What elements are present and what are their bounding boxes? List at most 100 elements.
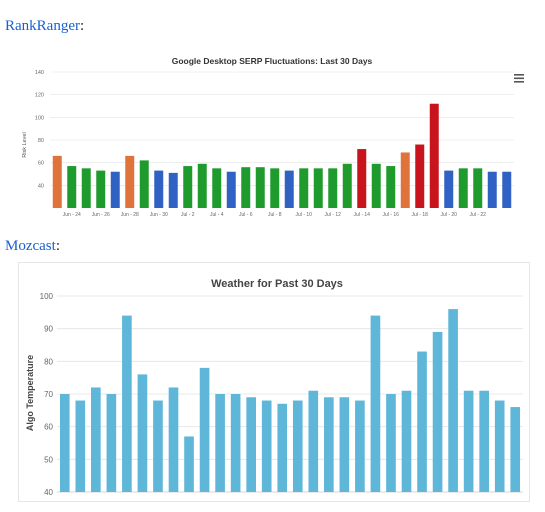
- rankranger-bar[interactable]: [81, 168, 91, 208]
- rankranger-bar[interactable]: [168, 172, 178, 208]
- mozcast-y-tick-label: 40: [44, 488, 53, 497]
- hamburger-menu-icon[interactable]: [514, 74, 524, 83]
- mozcast-bar[interactable]: [59, 394, 70, 492]
- mozcast-chart-title: Weather for Past 30 Days: [211, 278, 343, 290]
- mozcast-bar[interactable]: [479, 390, 489, 492]
- rankranger-bar[interactable]: [226, 171, 236, 208]
- rankranger-chart-title: Google Desktop SERP Fluctuations: Last 3…: [172, 56, 373, 66]
- mozcast-y-tick-label: 100: [40, 292, 54, 301]
- mozcast-bar[interactable]: [199, 367, 210, 492]
- mozcast-y-tick-label: 60: [44, 423, 53, 432]
- rankranger-bar[interactable]: [415, 144, 425, 208]
- rankranger-bar[interactable]: [125, 155, 135, 208]
- mozcast-y-tick-label: 50: [44, 455, 53, 464]
- rankranger-x-tick-label: Jul - 18: [412, 212, 429, 218]
- rankranger-bar[interactable]: [299, 168, 309, 208]
- rankranger-bar[interactable]: [342, 163, 352, 208]
- rankranger-y-tick-label: 140: [35, 70, 44, 76]
- rankranger-colon: :: [79, 18, 85, 34]
- rankranger-bar[interactable]: [429, 103, 439, 208]
- rankranger-bar[interactable]: [241, 167, 251, 208]
- mozcast-bar[interactable]: [401, 390, 412, 492]
- mozcast-bar[interactable]: [230, 394, 241, 492]
- rankranger-x-tick-label: Jun - 24: [63, 212, 81, 218]
- rankranger-bar[interactable]: [502, 171, 512, 208]
- rankranger-bar[interactable]: [386, 166, 396, 208]
- rankranger-bar[interactable]: [67, 166, 77, 208]
- rankranger-bar[interactable]: [197, 163, 207, 208]
- rankranger-y-tick-label: 120: [35, 93, 44, 99]
- rankranger-section-label: RankRanger:: [5, 18, 84, 35]
- rankranger-bar[interactable]: [371, 163, 381, 208]
- rankranger-bar[interactable]: [270, 168, 280, 208]
- rankranger-x-tick-label: Jul - 22: [470, 212, 487, 218]
- mozcast-y-tick-label: 80: [44, 357, 53, 366]
- rankranger-x-tick-label: Jul - 12: [325, 212, 342, 218]
- mozcast-bar[interactable]: [355, 400, 365, 492]
- rankranger-x-tick-label: Jun - 30: [150, 212, 168, 218]
- mozcast-bar[interactable]: [106, 394, 117, 492]
- rankranger-bar[interactable]: [255, 167, 265, 208]
- rankranger-bar[interactable]: [328, 168, 338, 208]
- rankranger-y-tick-label: 40: [38, 183, 44, 189]
- mozcast-bar[interactable]: [417, 351, 427, 492]
- mozcast-bar[interactable]: [168, 387, 179, 492]
- mozcast-y-tick-label: 90: [44, 325, 53, 334]
- rankranger-bar[interactable]: [183, 166, 193, 208]
- mozcast-bar[interactable]: [137, 374, 148, 492]
- mozcast-bar[interactable]: [308, 390, 319, 492]
- mozcast-bar[interactable]: [370, 315, 381, 492]
- rankranger-x-tick-label: Jul - 10: [296, 212, 313, 218]
- rankranger-x-tick-label: Jul - 14: [354, 212, 371, 218]
- mozcast-bar[interactable]: [122, 315, 132, 492]
- rankranger-x-tick-label: Jul - 4: [210, 212, 224, 218]
- mozcast-bar[interactable]: [184, 436, 194, 492]
- rankranger-x-tick-label: Jul - 2: [181, 212, 195, 218]
- mozcast-bar[interactable]: [75, 400, 86, 492]
- mozcast-bar[interactable]: [448, 309, 458, 492]
- mozcast-bar[interactable]: [324, 397, 334, 492]
- mozcast-bar[interactable]: [261, 400, 272, 492]
- rankranger-bar[interactable]: [473, 168, 483, 208]
- rankranger-x-tick-label: Jul - 16: [383, 212, 400, 218]
- mozcast-link[interactable]: Mozcast: [5, 238, 56, 254]
- rankranger-x-tick-label: Jul - 8: [268, 212, 282, 218]
- rankranger-bar[interactable]: [110, 171, 120, 208]
- mozcast-bar[interactable]: [339, 397, 350, 492]
- rankranger-bar[interactable]: [357, 149, 367, 208]
- rankranger-bar[interactable]: [52, 155, 62, 208]
- rankranger-y-tick-label: 100: [35, 115, 44, 121]
- mozcast-chart-panel: Weather for Past 30 Days Algo Temperatur…: [18, 262, 530, 502]
- rankranger-x-tick-label: Jun - 26: [92, 212, 110, 218]
- rankranger-chart: Google Desktop SERP Fluctuations: Last 3…: [22, 56, 524, 218]
- mozcast-bar[interactable]: [432, 331, 443, 492]
- mozcast-bar[interactable]: [463, 390, 474, 492]
- mozcast-bar[interactable]: [494, 400, 505, 492]
- rankranger-x-tick-label: Jul - 20: [441, 212, 458, 218]
- rankranger-bar[interactable]: [154, 170, 164, 208]
- rankranger-y-tick-label: 60: [38, 161, 44, 167]
- mozcast-bar[interactable]: [277, 403, 288, 492]
- rankranger-bar[interactable]: [139, 160, 149, 208]
- mozcast-bar[interactable]: [246, 397, 256, 492]
- mozcast-bar[interactable]: [510, 407, 521, 492]
- mozcast-bar[interactable]: [292, 400, 303, 492]
- mozcast-bar[interactable]: [215, 394, 225, 492]
- rankranger-bar[interactable]: [458, 168, 468, 208]
- mozcast-colon: :: [55, 238, 60, 254]
- rankranger-bar[interactable]: [313, 168, 323, 208]
- mozcast-bar[interactable]: [91, 387, 101, 492]
- rankranger-bar[interactable]: [487, 171, 497, 208]
- rankranger-bar[interactable]: [400, 152, 410, 208]
- mozcast-section-label: Mozcast:: [5, 238, 60, 255]
- rankranger-bar[interactable]: [284, 170, 294, 208]
- rankranger-link[interactable]: RankRanger: [5, 18, 80, 34]
- rankranger-x-tick-label: Jun - 28: [121, 212, 139, 218]
- rankranger-y-tick-label: 80: [38, 138, 44, 144]
- rankranger-bar[interactable]: [444, 170, 454, 208]
- rankranger-bar[interactable]: [212, 168, 222, 208]
- mozcast-bar[interactable]: [153, 400, 163, 492]
- mozcast-y-tick-label: 70: [44, 390, 53, 399]
- mozcast-bar[interactable]: [386, 394, 396, 492]
- rankranger-bar[interactable]: [96, 170, 106, 208]
